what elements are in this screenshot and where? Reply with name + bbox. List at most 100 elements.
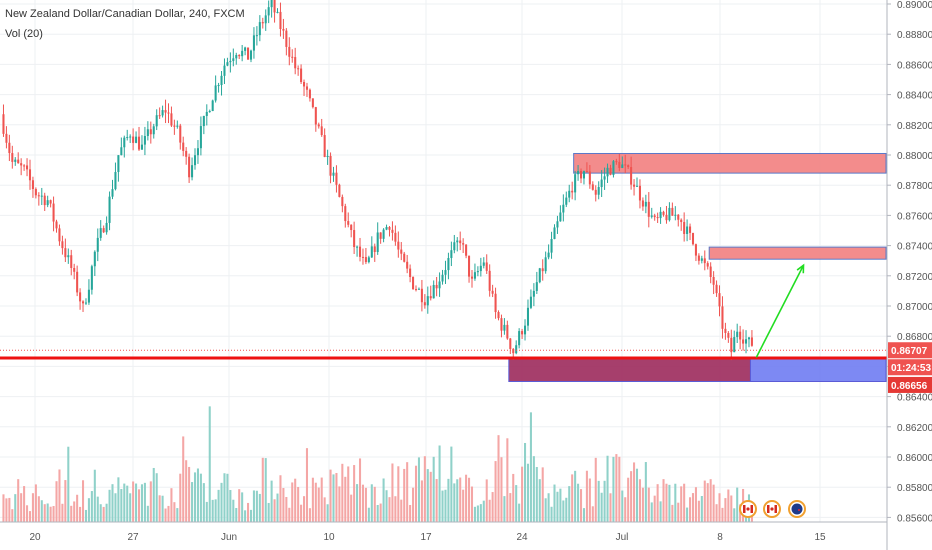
candle-body (470, 276, 474, 279)
price-axis[interactable]: 0.89000 0.88800 0.88600 0.88400 0.88200 0.880… (886, 0, 932, 550)
volume-bar (689, 497, 692, 522)
volume-bar (140, 484, 143, 522)
volume-bar (680, 486, 683, 522)
candle-body (143, 136, 146, 145)
candle-body (211, 100, 214, 112)
candle-body (747, 337, 751, 340)
candle-body (279, 11, 282, 30)
candle-body (597, 187, 600, 195)
candle-body (376, 232, 379, 252)
volume-bar (633, 462, 636, 522)
candle-body (297, 68, 300, 70)
volume-bar (588, 478, 591, 522)
candle-body (571, 190, 574, 193)
volume-bar (630, 471, 633, 522)
candle-body (529, 296, 532, 308)
volume-bar (34, 484, 37, 522)
volume-bar (126, 485, 129, 522)
volume-bar (700, 496, 703, 522)
candle-body (11, 153, 14, 162)
volume-bar (420, 480, 423, 522)
volume-bar (468, 477, 471, 522)
time-tick-label: 17 (420, 532, 432, 543)
volume-bar (606, 455, 609, 522)
volume-bar (193, 472, 197, 522)
candle-body (650, 215, 653, 217)
volume-bar (662, 479, 665, 522)
volume-bar (624, 497, 627, 522)
time-tick-label: 24 (516, 532, 528, 543)
candle-body (745, 339, 748, 344)
candle-body (665, 214, 668, 221)
volume-bar (167, 505, 170, 522)
candle-body (718, 293, 721, 307)
candle-body (686, 226, 689, 234)
volume-bar (220, 482, 223, 522)
candle-body (647, 201, 650, 217)
volume-bar (521, 466, 524, 522)
volume-bar (211, 499, 214, 522)
price-tick-label: 0.87400 (897, 242, 932, 253)
volume-bar (615, 454, 618, 522)
candle-body (14, 159, 17, 162)
volume-bar (577, 483, 580, 522)
volume-bar (635, 468, 639, 522)
volume-bar (135, 483, 138, 522)
candle-body (429, 296, 432, 299)
candle-body (630, 167, 633, 185)
time-axis[interactable]: 20 27 Jun 10 17 24 Jul 8 15 (0, 521, 887, 543)
candle-body (447, 258, 450, 271)
volume-bar (364, 487, 367, 522)
volume-bar (73, 501, 76, 522)
volume-bar (470, 486, 474, 522)
volume-bar (638, 479, 641, 522)
volume-bar (562, 500, 565, 522)
volume-bar (597, 480, 600, 522)
volume-bar (58, 469, 61, 522)
candle-body (417, 288, 420, 290)
volume-bar (609, 493, 612, 522)
volume-bar (479, 504, 482, 522)
canada-flag-icon-leaf (770, 507, 774, 511)
volume-bar (199, 473, 202, 522)
volume-bar (535, 467, 538, 522)
volume-bar (406, 462, 409, 522)
candle-body (152, 126, 155, 135)
candle-body (188, 156, 191, 178)
volume-bar (76, 494, 79, 522)
volume-bar (300, 504, 303, 522)
candle-body (712, 276, 715, 285)
zones-layer (508, 152, 887, 382)
projection-arrow-shaft (755, 264, 805, 358)
volume-bar (20, 493, 23, 522)
time-tick-label: 8 (717, 532, 723, 543)
new-zealand-flag-icon-star (798, 509, 800, 511)
volume-bar (303, 496, 306, 522)
volume-bar (288, 507, 291, 522)
candle-body (556, 221, 559, 228)
volume-indicator-label: Vol (20) (5, 28, 43, 40)
candle-body (267, 7, 270, 16)
volume-bar (585, 470, 588, 522)
candle-body (733, 337, 736, 353)
candle-body (129, 136, 132, 138)
volume-bar (697, 500, 700, 522)
volume-bar (591, 506, 594, 522)
candle-body (588, 171, 591, 185)
candle-body (438, 281, 441, 289)
candle-body (594, 189, 597, 195)
candle-body (220, 75, 223, 86)
candle-body (49, 200, 52, 204)
candle-body (574, 174, 577, 193)
candle-body (641, 200, 644, 207)
time-tick-label: Jun (221, 532, 237, 543)
volume-bar (376, 504, 379, 522)
volume-bar (512, 473, 515, 522)
volume-bar (279, 475, 282, 522)
candle-body (120, 147, 123, 156)
time-tick-label: 20 (29, 532, 41, 543)
candle-body (20, 163, 23, 166)
candle-body (40, 195, 43, 197)
candle-body (526, 307, 530, 326)
